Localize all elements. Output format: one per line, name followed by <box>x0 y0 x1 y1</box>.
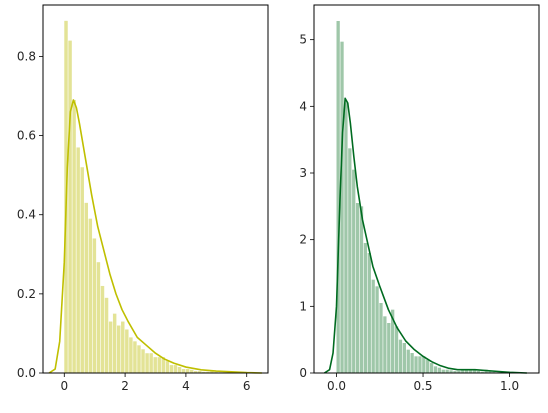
axes-frame <box>314 5 539 373</box>
histogram-bar <box>348 148 351 373</box>
histogram-bar <box>137 345 140 373</box>
histogram-bar <box>372 280 375 373</box>
x-tick-label: 2 <box>121 379 129 393</box>
histogram-bar <box>174 365 177 373</box>
histogram-bar <box>418 356 421 373</box>
histogram-bar <box>85 203 88 373</box>
histogram-bar <box>186 369 189 373</box>
histogram-bar <box>81 167 84 373</box>
histogram-bar <box>414 356 417 373</box>
histogram-bar <box>364 243 367 373</box>
y-tick-label: 0.0 <box>17 366 36 380</box>
histogram-bar <box>121 322 124 373</box>
histogram-bar <box>403 343 406 373</box>
y-tick-label: 0.8 <box>17 49 36 63</box>
histogram-bar <box>109 322 112 373</box>
x-tick-label: 0.0 <box>327 379 346 393</box>
histogram-bar <box>383 316 386 373</box>
histogram-bar <box>407 350 410 373</box>
histogram-bar <box>76 147 79 373</box>
histogram-bar <box>153 357 156 373</box>
histogram-bar <box>352 170 355 373</box>
histogram-bar <box>340 42 343 373</box>
histogram-bar <box>434 366 437 373</box>
histogram-bar <box>170 365 173 373</box>
histogram-bar <box>97 262 100 373</box>
histogram-bar <box>422 356 425 373</box>
histogram-bar <box>344 102 347 373</box>
histogram-bar <box>375 286 378 373</box>
histogram-bar <box>125 329 128 373</box>
histogram-bar <box>368 253 371 373</box>
y-tick-label: 5 <box>299 33 307 47</box>
histogram-bar <box>141 349 144 373</box>
histogram-bar <box>166 361 169 373</box>
histogram-bar <box>379 303 382 373</box>
histogram-bar <box>438 368 441 373</box>
y-tick-label: 0.6 <box>17 129 36 143</box>
histogram-bars <box>64 21 258 373</box>
histogram-bar <box>93 238 96 373</box>
y-tick-label: 3 <box>299 166 307 180</box>
histogram-bar <box>72 100 75 373</box>
y-tick-label: 0.2 <box>17 287 36 301</box>
histogram-bar <box>178 367 181 373</box>
x-tick-label: 0 <box>60 379 68 393</box>
histogram-bar <box>410 353 413 373</box>
histogram-bar <box>105 298 108 373</box>
histogram-bar <box>387 323 390 373</box>
y-tick-label: 2 <box>299 233 307 247</box>
histogram-bar <box>399 340 402 373</box>
x-tick-label: 0.5 <box>413 379 432 393</box>
x-tick-label: 4 <box>182 379 190 393</box>
histogram-bar <box>89 219 92 373</box>
histogram-bar <box>182 369 185 373</box>
histogram-bar <box>101 286 104 373</box>
x-tick-label: 1.0 <box>500 379 519 393</box>
y-tick-label: 4 <box>299 99 307 113</box>
histogram-bar <box>158 357 161 373</box>
histogram-bars <box>337 21 512 373</box>
histogram-bar <box>360 206 363 373</box>
right-subplot: 0.0 0.5 1.0 0 1 2 3 4 5 <box>299 5 539 393</box>
left-subplot: 0 2 4 6 0.0 0.2 0.4 0.6 0.8 <box>17 5 268 393</box>
histogram-bar <box>113 314 116 373</box>
x-tick-label: 6 <box>243 379 251 393</box>
histogram-bar <box>426 360 429 373</box>
y-tick-label: 1 <box>299 299 307 313</box>
y-tick-label: 0.4 <box>17 208 36 222</box>
histogram-bar <box>129 337 132 373</box>
histogram-bar <box>133 341 136 373</box>
histogram-bar <box>117 326 120 373</box>
histogram-bar <box>145 353 148 373</box>
y-tick-label: 0 <box>299 366 307 380</box>
histogram-bar <box>356 203 359 373</box>
histogram-bar <box>395 326 398 373</box>
histogram-bar <box>149 353 152 373</box>
histogram-bar <box>68 41 71 373</box>
histogram-bar <box>430 363 433 373</box>
